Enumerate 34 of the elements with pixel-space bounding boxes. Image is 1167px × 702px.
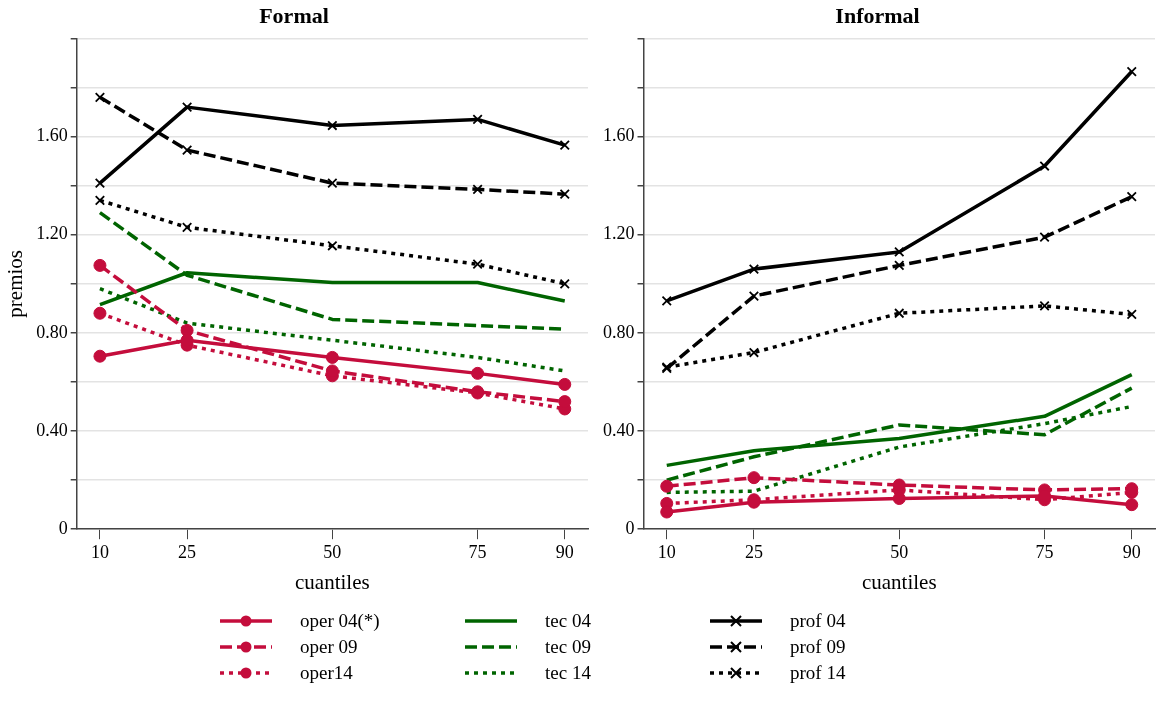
y-tick-label: 0.40 bbox=[603, 419, 635, 440]
x-tick-label: 50 bbox=[323, 541, 342, 562]
x-tick-label: 25 bbox=[178, 541, 197, 562]
y-axis-title: premios bbox=[3, 249, 28, 318]
y-tick-label: 0.80 bbox=[603, 321, 635, 342]
y-tick-label: 0 bbox=[625, 517, 635, 538]
legend-label: tec 14 bbox=[545, 662, 591, 684]
legend-label: tec 09 bbox=[545, 636, 591, 658]
legend-label: oper 04(*) bbox=[300, 610, 380, 632]
x-axis-title: cuantiles bbox=[861, 569, 937, 594]
x-tick-label: 90 bbox=[555, 541, 574, 562]
chart-title: Formal bbox=[259, 2, 329, 28]
x-tick-label: 10 bbox=[90, 541, 109, 562]
y-tick-label: 1.60 bbox=[36, 125, 68, 146]
legend-label: prof 04 bbox=[790, 610, 846, 632]
x-tick-label: 75 bbox=[1035, 541, 1054, 562]
y-tick-label: 1.20 bbox=[603, 223, 635, 244]
y-tick-label: 0 bbox=[58, 517, 68, 538]
legend-label: prof 09 bbox=[790, 636, 846, 658]
legend-label: tec 04 bbox=[545, 610, 591, 632]
x-tick-label: 25 bbox=[744, 541, 763, 562]
y-tick-label: 1.60 bbox=[603, 125, 635, 146]
legend-label: oper14 bbox=[300, 662, 353, 684]
x-tick-label: 90 bbox=[1122, 541, 1141, 562]
legend-label: oper 09 bbox=[300, 636, 358, 658]
y-tick-label: 0.80 bbox=[36, 321, 68, 342]
legend-label: prof 14 bbox=[790, 662, 846, 684]
y-tick-label: 1.20 bbox=[36, 223, 68, 244]
x-tick-label: 75 bbox=[468, 541, 487, 562]
x-axis-title: cuantiles bbox=[295, 569, 370, 594]
y-tick-label: 0.40 bbox=[36, 419, 68, 440]
chart-title: Informal bbox=[835, 2, 920, 28]
x-tick-label: 50 bbox=[890, 541, 909, 562]
x-tick-label: 10 bbox=[657, 541, 676, 562]
